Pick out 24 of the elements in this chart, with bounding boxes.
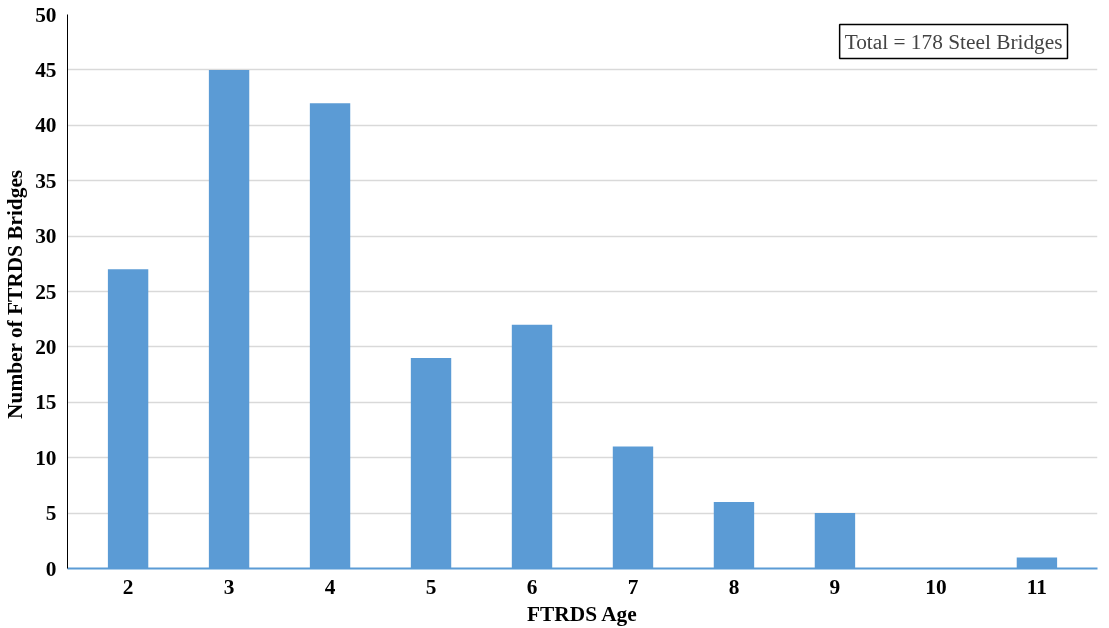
y-tick-label: 35 [35, 168, 57, 193]
y-tick-label: 20 [35, 334, 57, 359]
annotation: Total = 178 Steel Bridges [844, 29, 1063, 54]
y-tick-label: 30 [35, 224, 57, 249]
x-tick-label: 6 [526, 574, 538, 599]
x-tick-label: 11 [1026, 574, 1047, 599]
y-tick-label: 15 [35, 390, 57, 415]
y-tick-label: 10 [35, 445, 57, 470]
y-tick-label: 45 [35, 57, 57, 82]
x-tick-label: 9 [829, 574, 841, 599]
x-axis-title: FTRDS Age [527, 601, 637, 626]
x-tick-label: 8 [728, 574, 740, 599]
y-tick-label: 50 [35, 2, 57, 27]
x-tick-label: 10 [925, 574, 947, 599]
y-tick-label: 0 [45, 556, 57, 581]
x-tick-label: 3 [223, 574, 235, 599]
y-tick-label: 40 [35, 113, 57, 138]
x-tick-label: 2 [122, 574, 134, 599]
x-tick-label: 4 [324, 574, 336, 599]
x-tick-label: 5 [425, 574, 437, 599]
x-tick-label: 7 [627, 574, 639, 599]
y-tick-label: 5 [45, 501, 57, 526]
y-tick-label: 25 [35, 279, 57, 304]
y-axis-title: Number of FTRDS Bridges [3, 169, 28, 419]
